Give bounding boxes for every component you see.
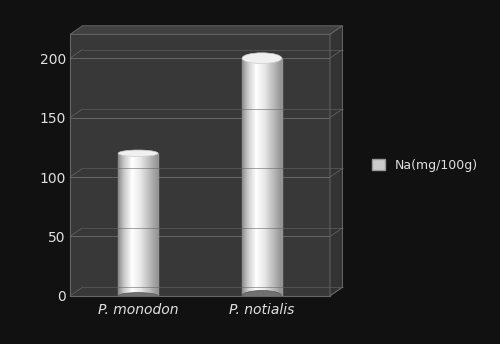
Bar xyxy=(250,58,251,296)
Bar xyxy=(136,153,137,296)
Bar xyxy=(146,153,148,296)
Bar xyxy=(131,153,132,296)
Bar xyxy=(129,153,130,296)
Bar xyxy=(133,153,134,296)
Bar xyxy=(264,58,265,296)
Bar xyxy=(258,58,260,296)
Bar xyxy=(279,58,280,296)
Ellipse shape xyxy=(242,53,282,64)
Bar xyxy=(268,58,270,296)
Bar xyxy=(244,58,245,296)
Bar xyxy=(265,58,266,296)
Bar xyxy=(140,153,141,296)
Bar xyxy=(260,58,261,296)
Bar xyxy=(256,58,258,296)
Bar xyxy=(254,58,256,296)
Bar xyxy=(252,58,254,296)
Bar xyxy=(132,153,133,296)
Bar xyxy=(260,58,262,296)
Bar xyxy=(268,58,269,296)
Bar xyxy=(274,58,276,296)
Bar xyxy=(244,58,246,296)
Bar xyxy=(262,58,263,296)
Bar xyxy=(150,153,151,296)
Bar xyxy=(144,153,146,296)
Bar xyxy=(266,58,268,296)
Bar xyxy=(271,58,272,296)
Bar xyxy=(122,153,123,296)
Bar xyxy=(248,58,249,296)
Bar xyxy=(263,58,264,296)
Bar xyxy=(270,58,272,296)
Bar xyxy=(134,153,135,296)
Bar xyxy=(256,58,257,296)
Bar xyxy=(254,58,255,296)
Bar xyxy=(152,153,153,296)
Ellipse shape xyxy=(118,150,158,157)
Bar xyxy=(123,153,124,296)
Bar xyxy=(156,153,157,296)
Bar xyxy=(121,153,122,296)
Ellipse shape xyxy=(242,290,282,301)
Bar xyxy=(128,153,129,296)
Bar xyxy=(139,153,140,296)
Bar xyxy=(135,153,136,296)
Bar xyxy=(262,58,264,296)
Bar xyxy=(126,153,127,296)
Bar xyxy=(152,153,154,296)
Bar xyxy=(157,153,158,296)
Bar xyxy=(266,58,267,296)
Bar xyxy=(264,58,266,296)
Bar xyxy=(142,153,144,296)
Bar xyxy=(154,153,156,296)
Bar xyxy=(246,58,247,296)
Bar xyxy=(130,153,131,296)
Bar xyxy=(119,153,120,296)
Bar xyxy=(148,153,150,296)
Legend: Na(mg/100g): Na(mg/100g) xyxy=(368,154,483,176)
Bar xyxy=(252,58,253,296)
Bar xyxy=(138,153,139,296)
Bar xyxy=(137,153,138,296)
Bar xyxy=(277,58,278,296)
Bar xyxy=(248,58,250,296)
Ellipse shape xyxy=(118,293,158,299)
Bar xyxy=(269,58,270,296)
Bar xyxy=(272,58,274,296)
Bar xyxy=(273,58,274,296)
Bar xyxy=(156,153,158,296)
Bar xyxy=(280,58,281,296)
Bar xyxy=(275,58,276,296)
Bar xyxy=(124,153,125,296)
Bar xyxy=(154,153,155,296)
Polygon shape xyxy=(70,26,342,34)
Bar xyxy=(150,153,152,296)
Bar xyxy=(140,153,141,296)
Bar xyxy=(144,153,145,296)
Bar xyxy=(118,153,119,296)
Bar xyxy=(142,153,143,296)
Bar xyxy=(120,153,121,296)
Bar xyxy=(267,58,268,296)
Bar xyxy=(281,58,282,296)
Bar xyxy=(242,58,243,296)
Bar xyxy=(246,58,248,296)
Bar xyxy=(250,58,252,296)
Polygon shape xyxy=(330,26,342,296)
Bar xyxy=(127,153,128,296)
Bar xyxy=(243,58,244,296)
Bar xyxy=(148,153,149,296)
Bar xyxy=(125,153,126,296)
Bar xyxy=(276,58,278,296)
Bar xyxy=(261,58,262,296)
Bar xyxy=(258,58,259,296)
Bar xyxy=(146,153,147,296)
Bar xyxy=(278,58,280,296)
